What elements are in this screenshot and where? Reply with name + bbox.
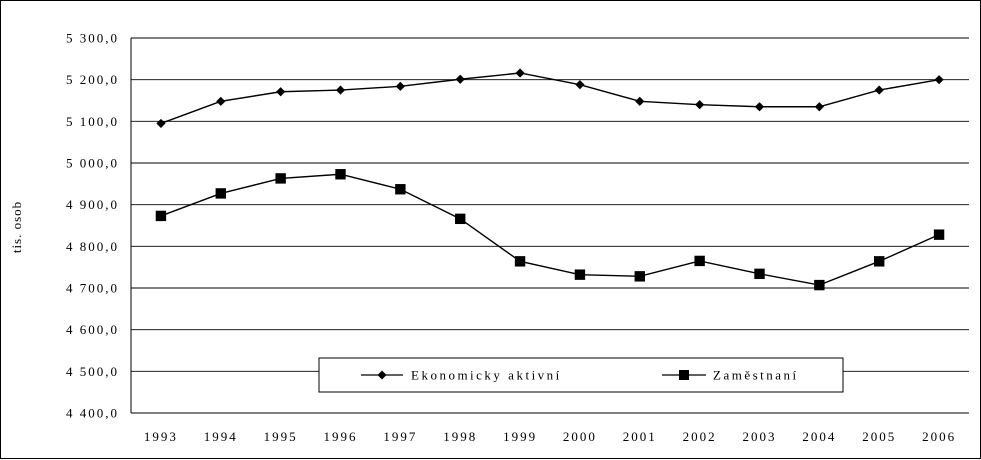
- y-tick-label: 4 800,0: [66, 239, 119, 254]
- data-point-square: [814, 279, 825, 291]
- data-point-square: [275, 173, 286, 184]
- data-point-diamond: [695, 100, 705, 110]
- y-tick-label: 4 600,0: [66, 322, 119, 337]
- x-tick-label: 2004: [802, 429, 836, 444]
- x-tick-label: 2006: [922, 429, 956, 444]
- x-tick-label: 1998: [443, 429, 477, 444]
- x-tick-label: 2005: [862, 429, 896, 444]
- legend-marker-square: [679, 370, 689, 380]
- data-point-diamond: [874, 85, 884, 95]
- series-line-zamestnani: [160, 173, 940, 286]
- x-tick-label: 2001: [623, 429, 657, 444]
- data-point-square: [694, 255, 705, 267]
- data-point-square: [455, 213, 466, 225]
- x-tick-label: 1995: [264, 429, 298, 444]
- data-point-square: [395, 184, 406, 195]
- data-point-square: [574, 269, 586, 280]
- data-point-square: [634, 271, 645, 282]
- legend-box: [318, 357, 844, 393]
- data-point-diamond: [515, 68, 525, 78]
- legend-label-zamestnani: Zaměstnaní: [713, 368, 799, 383]
- y-tick-label: 5 200,0: [66, 72, 119, 87]
- data-point-square: [514, 256, 526, 267]
- data-point-diamond: [395, 81, 405, 91]
- data-point-diamond: [635, 96, 645, 106]
- y-tick-label: 4 400,0: [66, 406, 119, 421]
- x-tick-label: 2002: [683, 429, 717, 444]
- x-axis-tick-labels: 1993 1994 1995 1996 1997 1998 1999 2000 2001 2002…: [144, 429, 956, 444]
- y-tick-label: 4 700,0: [66, 281, 119, 296]
- data-point-square: [215, 188, 226, 199]
- data-point-diamond: [814, 102, 824, 112]
- x-tick-label: 1999: [503, 429, 537, 444]
- data-point-square: [335, 169, 346, 180]
- series-line-ekonomicky-aktivni: [160, 72, 940, 125]
- data-point-diamond: [216, 96, 226, 106]
- x-tick-label: 1996: [324, 429, 358, 444]
- grid-lines: [130, 37, 969, 414]
- y-tick-label: 4 900,0: [66, 197, 119, 212]
- y-tick-label: 5 000,0: [66, 156, 119, 171]
- data-point-diamond: [934, 75, 944, 85]
- y-tick-label: 5 300,0: [66, 31, 119, 46]
- legend: Ekonomicky aktivní Zaměstnaní: [318, 357, 844, 393]
- x-tick-label: 1994: [204, 429, 238, 444]
- data-point-diamond: [575, 80, 585, 90]
- data-point-square: [754, 268, 765, 280]
- x-tick-label: 2000: [563, 429, 597, 444]
- x-tick-label: 1993: [144, 429, 178, 444]
- data-point-diamond: [276, 87, 286, 97]
- x-tick-label: 1997: [383, 429, 417, 444]
- legend-marker-diamond: [377, 370, 387, 380]
- series-layer: [155, 68, 945, 291]
- data-point-diamond: [455, 74, 465, 84]
- data-point-diamond: [156, 118, 166, 129]
- data-point-square: [874, 256, 885, 267]
- data-point-square: [155, 210, 167, 222]
- y-tick-label: 5 100,0: [66, 114, 119, 129]
- data-point-square: [933, 229, 945, 240]
- y-axis-tick-labels: 4 400,0 4 500,0 4 600,0 4 700,0 4 800,0 4 900…: [66, 31, 119, 421]
- data-point-diamond: [754, 102, 765, 112]
- y-tick-label: 4 500,0: [66, 364, 119, 379]
- y-axis-title: tis. osob: [9, 201, 24, 253]
- legend-label-ekonomicky-aktivni: Ekonomicky aktivní: [411, 368, 562, 383]
- x-tick-label: 2003: [743, 429, 777, 444]
- data-point-diamond: [335, 85, 346, 95]
